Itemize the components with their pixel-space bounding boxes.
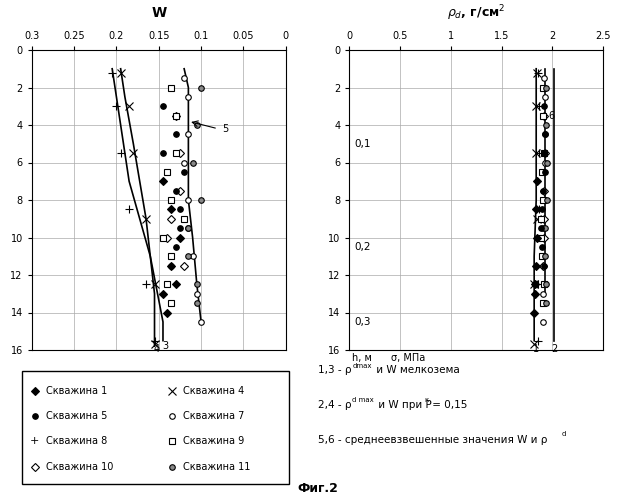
Text: Фиг.2: Фиг.2 — [297, 482, 338, 495]
Text: 0,2: 0,2 — [354, 242, 371, 252]
Text: Скважина 10: Скважина 10 — [46, 462, 114, 471]
Title: W: W — [151, 6, 166, 20]
Text: Скважина 5: Скважина 5 — [46, 411, 108, 421]
Text: Скважина 4: Скважина 4 — [183, 386, 244, 396]
Text: σ, МПа: σ, МПа — [391, 352, 425, 362]
Text: = 0,15: = 0,15 — [429, 400, 467, 410]
Text: 4: 4 — [154, 344, 160, 354]
Text: Скважина 7: Скважина 7 — [183, 411, 244, 421]
Text: 1,3 - ρ: 1,3 - ρ — [318, 365, 351, 375]
Text: и W мелкозема: и W мелкозема — [373, 365, 460, 375]
Text: Скважина 11: Скважина 11 — [183, 462, 250, 471]
FancyBboxPatch shape — [22, 371, 290, 484]
Text: 2,4 - ρ: 2,4 - ρ — [318, 400, 351, 410]
Text: dmax: dmax — [352, 362, 372, 368]
Text: к: к — [424, 396, 429, 402]
Text: Скважина 1: Скважина 1 — [46, 386, 107, 396]
Text: 0,1: 0,1 — [354, 139, 371, 149]
Text: d max: d max — [352, 398, 374, 404]
Title: $\rho_d$, г/см$^2$: $\rho_d$, г/см$^2$ — [447, 3, 505, 23]
Text: Скважина 8: Скважина 8 — [46, 436, 107, 446]
Text: 1: 1 — [533, 344, 539, 354]
Text: 5,6 - среднеевзвешенные значения W и ρ: 5,6 - среднеевзвешенные значения W и ρ — [318, 435, 547, 445]
Text: 5: 5 — [222, 124, 229, 134]
Text: d: d — [562, 432, 566, 438]
Text: Скважина 9: Скважина 9 — [183, 436, 244, 446]
Text: h, м: h, м — [352, 352, 372, 362]
Text: 6: 6 — [549, 110, 554, 120]
Text: +: + — [30, 436, 39, 446]
Text: 3: 3 — [163, 340, 168, 350]
Text: 2: 2 — [551, 344, 558, 354]
Text: и W при P: и W при P — [375, 400, 432, 410]
Text: 0,3: 0,3 — [354, 317, 371, 327]
